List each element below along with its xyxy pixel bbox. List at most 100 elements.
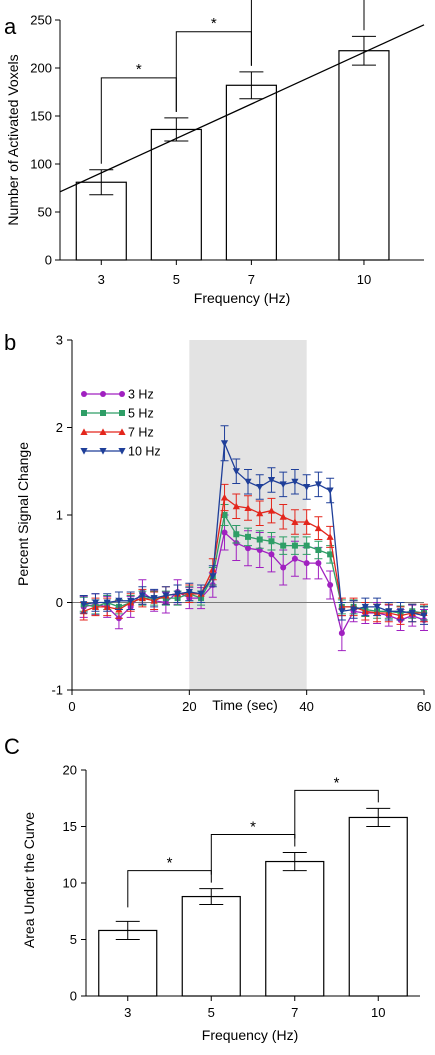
panel-b-point	[256, 536, 263, 543]
panel-a-xtick-label: 5	[173, 272, 180, 287]
panel-c-xtick-label: 7	[291, 1005, 298, 1020]
panel-b-point	[291, 555, 298, 562]
panel-b-point	[185, 589, 193, 596]
panel-b-point	[103, 599, 111, 607]
panel-c-significance-star: *	[250, 818, 256, 835]
panel-a-ytick-label: 150	[30, 109, 52, 124]
panel-b-point	[138, 592, 146, 600]
panel-c-significance-star: *	[167, 855, 173, 872]
legend-label: 3 Hz	[128, 388, 154, 402]
panel-b-ytick-label: 2	[56, 420, 63, 435]
panel-b-point	[338, 608, 346, 615]
panel-b-legend: 3 Hz 5 Hz 7 Hz 10 Hz	[80, 388, 161, 459]
panel-b-point	[350, 606, 358, 614]
panel-b-point	[326, 533, 334, 540]
panel-b-ylabel: Percent Signal Change	[15, 442, 31, 586]
panel-a-xtick-label: 7	[248, 272, 255, 287]
panel-c-ylabel: Area Under the Curve	[21, 812, 37, 948]
panel-c-letter: C	[4, 734, 20, 759]
legend-label: 10 Hz	[128, 445, 161, 459]
panel-b-point	[232, 468, 240, 475]
panel-a-ytick-label: 100	[30, 157, 52, 172]
panel-b-point	[280, 564, 287, 571]
panel-b-point	[420, 612, 428, 620]
panel-b-ytick-label: -1	[51, 683, 63, 698]
panel-c-ytick-label: 20	[63, 763, 77, 778]
panel-b-point	[267, 507, 276, 514]
panel-b-point	[245, 545, 251, 552]
panel-c-bar	[181, 895, 241, 997]
panel-b-point	[233, 531, 240, 538]
panel-c-significance-bracket	[127, 870, 212, 908]
panel-b-series-3	[79, 425, 428, 625]
panel-a-ytick-label: 250	[30, 13, 52, 28]
legend-swatch-marker	[99, 428, 107, 435]
panel-b-point	[303, 542, 310, 549]
panel-b-point	[232, 502, 240, 510]
panel-b-point	[373, 603, 381, 611]
panel-b-point	[256, 509, 264, 517]
legend-label: 7 Hz	[128, 426, 154, 440]
panel-b-point	[314, 481, 322, 488]
panel-c-significance-star: *	[334, 774, 340, 791]
panel-c-xtick-label: 3	[124, 1005, 131, 1020]
legend-swatch-marker	[80, 428, 88, 435]
panel-b-point	[327, 582, 334, 588]
panel-b-point	[162, 592, 170, 600]
panel-b-xtick-label: 40	[299, 699, 313, 714]
panel-b-point	[268, 538, 275, 545]
panel-b-point	[220, 493, 229, 501]
panel-a-xtick-label: 10	[357, 272, 371, 287]
panel-c-bar	[265, 860, 325, 997]
legend-swatch-marker	[118, 428, 126, 435]
panel-b-point	[291, 518, 299, 525]
panel-b-point	[244, 478, 252, 486]
panel-b-point	[209, 573, 217, 580]
legend-swatch-marker	[99, 448, 107, 455]
panel-c-bar	[348, 816, 408, 997]
panel-a-letter: a	[4, 14, 17, 39]
panel-b-letter: b	[4, 330, 16, 355]
panel-b-series-line	[83, 443, 425, 617]
panel-c-xtick-label: 5	[208, 1005, 215, 1020]
panel-b-xlabel: Time (sec)	[212, 697, 278, 713]
panel-b-point	[197, 590, 205, 598]
panel-a-xtick-label: 3	[98, 272, 105, 287]
panel-b-point	[279, 513, 287, 520]
panel-b: b -1 0 1 2 3 0 20 40 60 3 Hz 5 Hz 7 Hz 10 Hz Time (s…	[4, 330, 431, 714]
panel-b-point	[291, 542, 298, 549]
legend-swatch-marker	[81, 391, 87, 397]
panel-b-point	[408, 610, 416, 617]
panel-a-xlabel: Frequency (Hz)	[194, 290, 290, 306]
panel-a-ytick-label: 50	[38, 205, 52, 220]
panel-b-point	[327, 551, 334, 558]
panel-b-point	[267, 477, 276, 484]
panel-b-point	[326, 487, 334, 495]
panel-c-ytick-label: 15	[63, 819, 77, 834]
legend-swatch-marker	[81, 410, 87, 416]
panel-c-xtick-label: 10	[371, 1005, 385, 1020]
panel-c-ytick-label: 10	[63, 876, 77, 891]
panel-b-point	[174, 590, 182, 598]
panel-b-point	[80, 601, 88, 608]
panel-b-point	[303, 560, 310, 567]
legend-swatch-marker	[80, 448, 88, 455]
panel-b-point	[150, 595, 158, 602]
panel-b-ytick-label: 0	[56, 595, 63, 610]
panel-b-point	[303, 518, 311, 525]
panel-b-point	[291, 478, 299, 486]
panel-b-point	[256, 484, 264, 491]
panel-b-point	[303, 484, 311, 491]
panel-b-point	[268, 551, 275, 558]
panel-a-significance-star: *	[211, 15, 217, 32]
panel-c-ytick-label: 5	[70, 932, 77, 947]
panel-a-fit-line	[59, 24, 425, 193]
panel-a-significance-bracket	[250, 0, 365, 66]
panel-b-point	[245, 533, 251, 540]
panel-b-point	[279, 481, 287, 488]
legend-swatch-marker	[100, 410, 106, 416]
panel-a-bar	[338, 50, 390, 261]
